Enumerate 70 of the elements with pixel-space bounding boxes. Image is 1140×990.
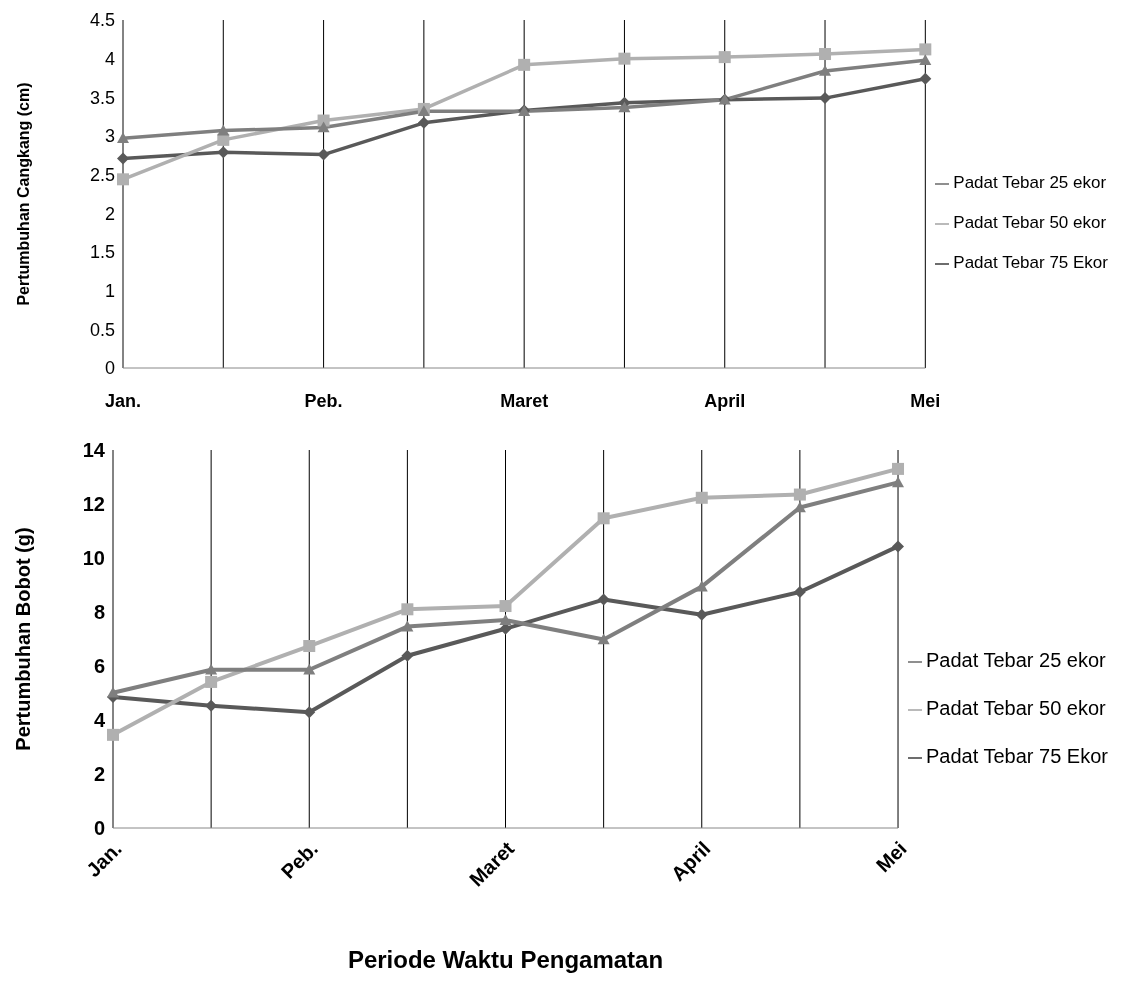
legend-label: Padat Tebar 50 ekor — [953, 213, 1107, 232]
point — [401, 649, 414, 662]
point — [217, 124, 230, 136]
point — [919, 43, 932, 56]
y-tick-label: 12 — [82, 493, 105, 516]
legend-label: Padat Tebar 50 ekor — [926, 697, 1106, 719]
point — [819, 92, 832, 105]
y-tick-label: 4.5 — [89, 10, 115, 31]
y-tick-label: 2.5 — [89, 165, 115, 186]
point — [303, 640, 316, 653]
point — [892, 462, 905, 475]
y-tick-label: 0.5 — [89, 319, 115, 340]
y-tick-label: 0 — [93, 817, 105, 840]
point — [597, 633, 610, 645]
point — [217, 133, 230, 146]
y-axis-title: Pertumbuhan Bobot (g) — [12, 527, 35, 751]
x-tick-label: Mei — [871, 837, 911, 877]
point — [107, 728, 119, 741]
point — [401, 620, 414, 632]
point — [117, 173, 129, 186]
point — [518, 58, 531, 71]
y-tick-label: 4 — [93, 709, 106, 732]
point — [597, 593, 610, 606]
x-tick-label: Peb. — [304, 390, 343, 411]
legend-label: Padat Tebar 25 ekor — [926, 649, 1106, 671]
point — [317, 121, 330, 133]
point — [793, 488, 806, 501]
point — [919, 72, 932, 85]
x-tick-label: Jan. — [104, 390, 142, 411]
legend-label: Padat Tebar 75 Ekor — [926, 745, 1108, 767]
point — [793, 586, 806, 599]
x-tick-label: Peb. — [276, 837, 323, 883]
x-tick-label: April — [704, 390, 746, 411]
y-tick-label: 10 — [82, 547, 105, 570]
point — [892, 540, 905, 553]
x-tick-label: Maret — [500, 390, 549, 411]
point — [117, 152, 129, 165]
point — [919, 54, 932, 66]
point — [303, 706, 316, 719]
point — [303, 663, 316, 675]
point — [417, 116, 430, 129]
y-axis-title: Pertumbuhan Cangkang (cm) — [14, 82, 32, 306]
y-tick-label: 6 — [93, 655, 105, 678]
y-tick-label: 3 — [104, 126, 115, 147]
point — [618, 101, 631, 113]
y-tick-label: 1.5 — [89, 242, 115, 263]
legend-label: Padat Tebar 75 Ekor — [953, 253, 1108, 272]
x-axis-title: Periode Waktu Pengamatan — [347, 946, 664, 973]
legend-label: Padat Tebar 25 ekor — [953, 173, 1107, 192]
point — [499, 614, 512, 625]
point — [401, 603, 414, 616]
point — [695, 580, 708, 592]
x-tick-label: Mei — [910, 390, 941, 411]
point — [618, 52, 631, 65]
point — [499, 600, 512, 613]
y-tick-label: 0 — [104, 358, 115, 379]
point — [205, 675, 218, 688]
y-tick-label: 1 — [104, 281, 115, 302]
point — [205, 663, 218, 675]
point — [819, 48, 832, 61]
y-tick-label: 8 — [93, 601, 105, 624]
point — [718, 51, 731, 64]
y-tick-label: 3.5 — [89, 87, 115, 108]
point — [597, 512, 610, 525]
x-tick-label: Jan. — [82, 837, 126, 882]
y-tick-label: 14 — [82, 439, 106, 462]
y-tick-label: 2 — [93, 763, 105, 786]
point — [695, 491, 708, 504]
y-tick-label: 2 — [104, 203, 115, 224]
y-tick-label: 4 — [104, 49, 115, 70]
